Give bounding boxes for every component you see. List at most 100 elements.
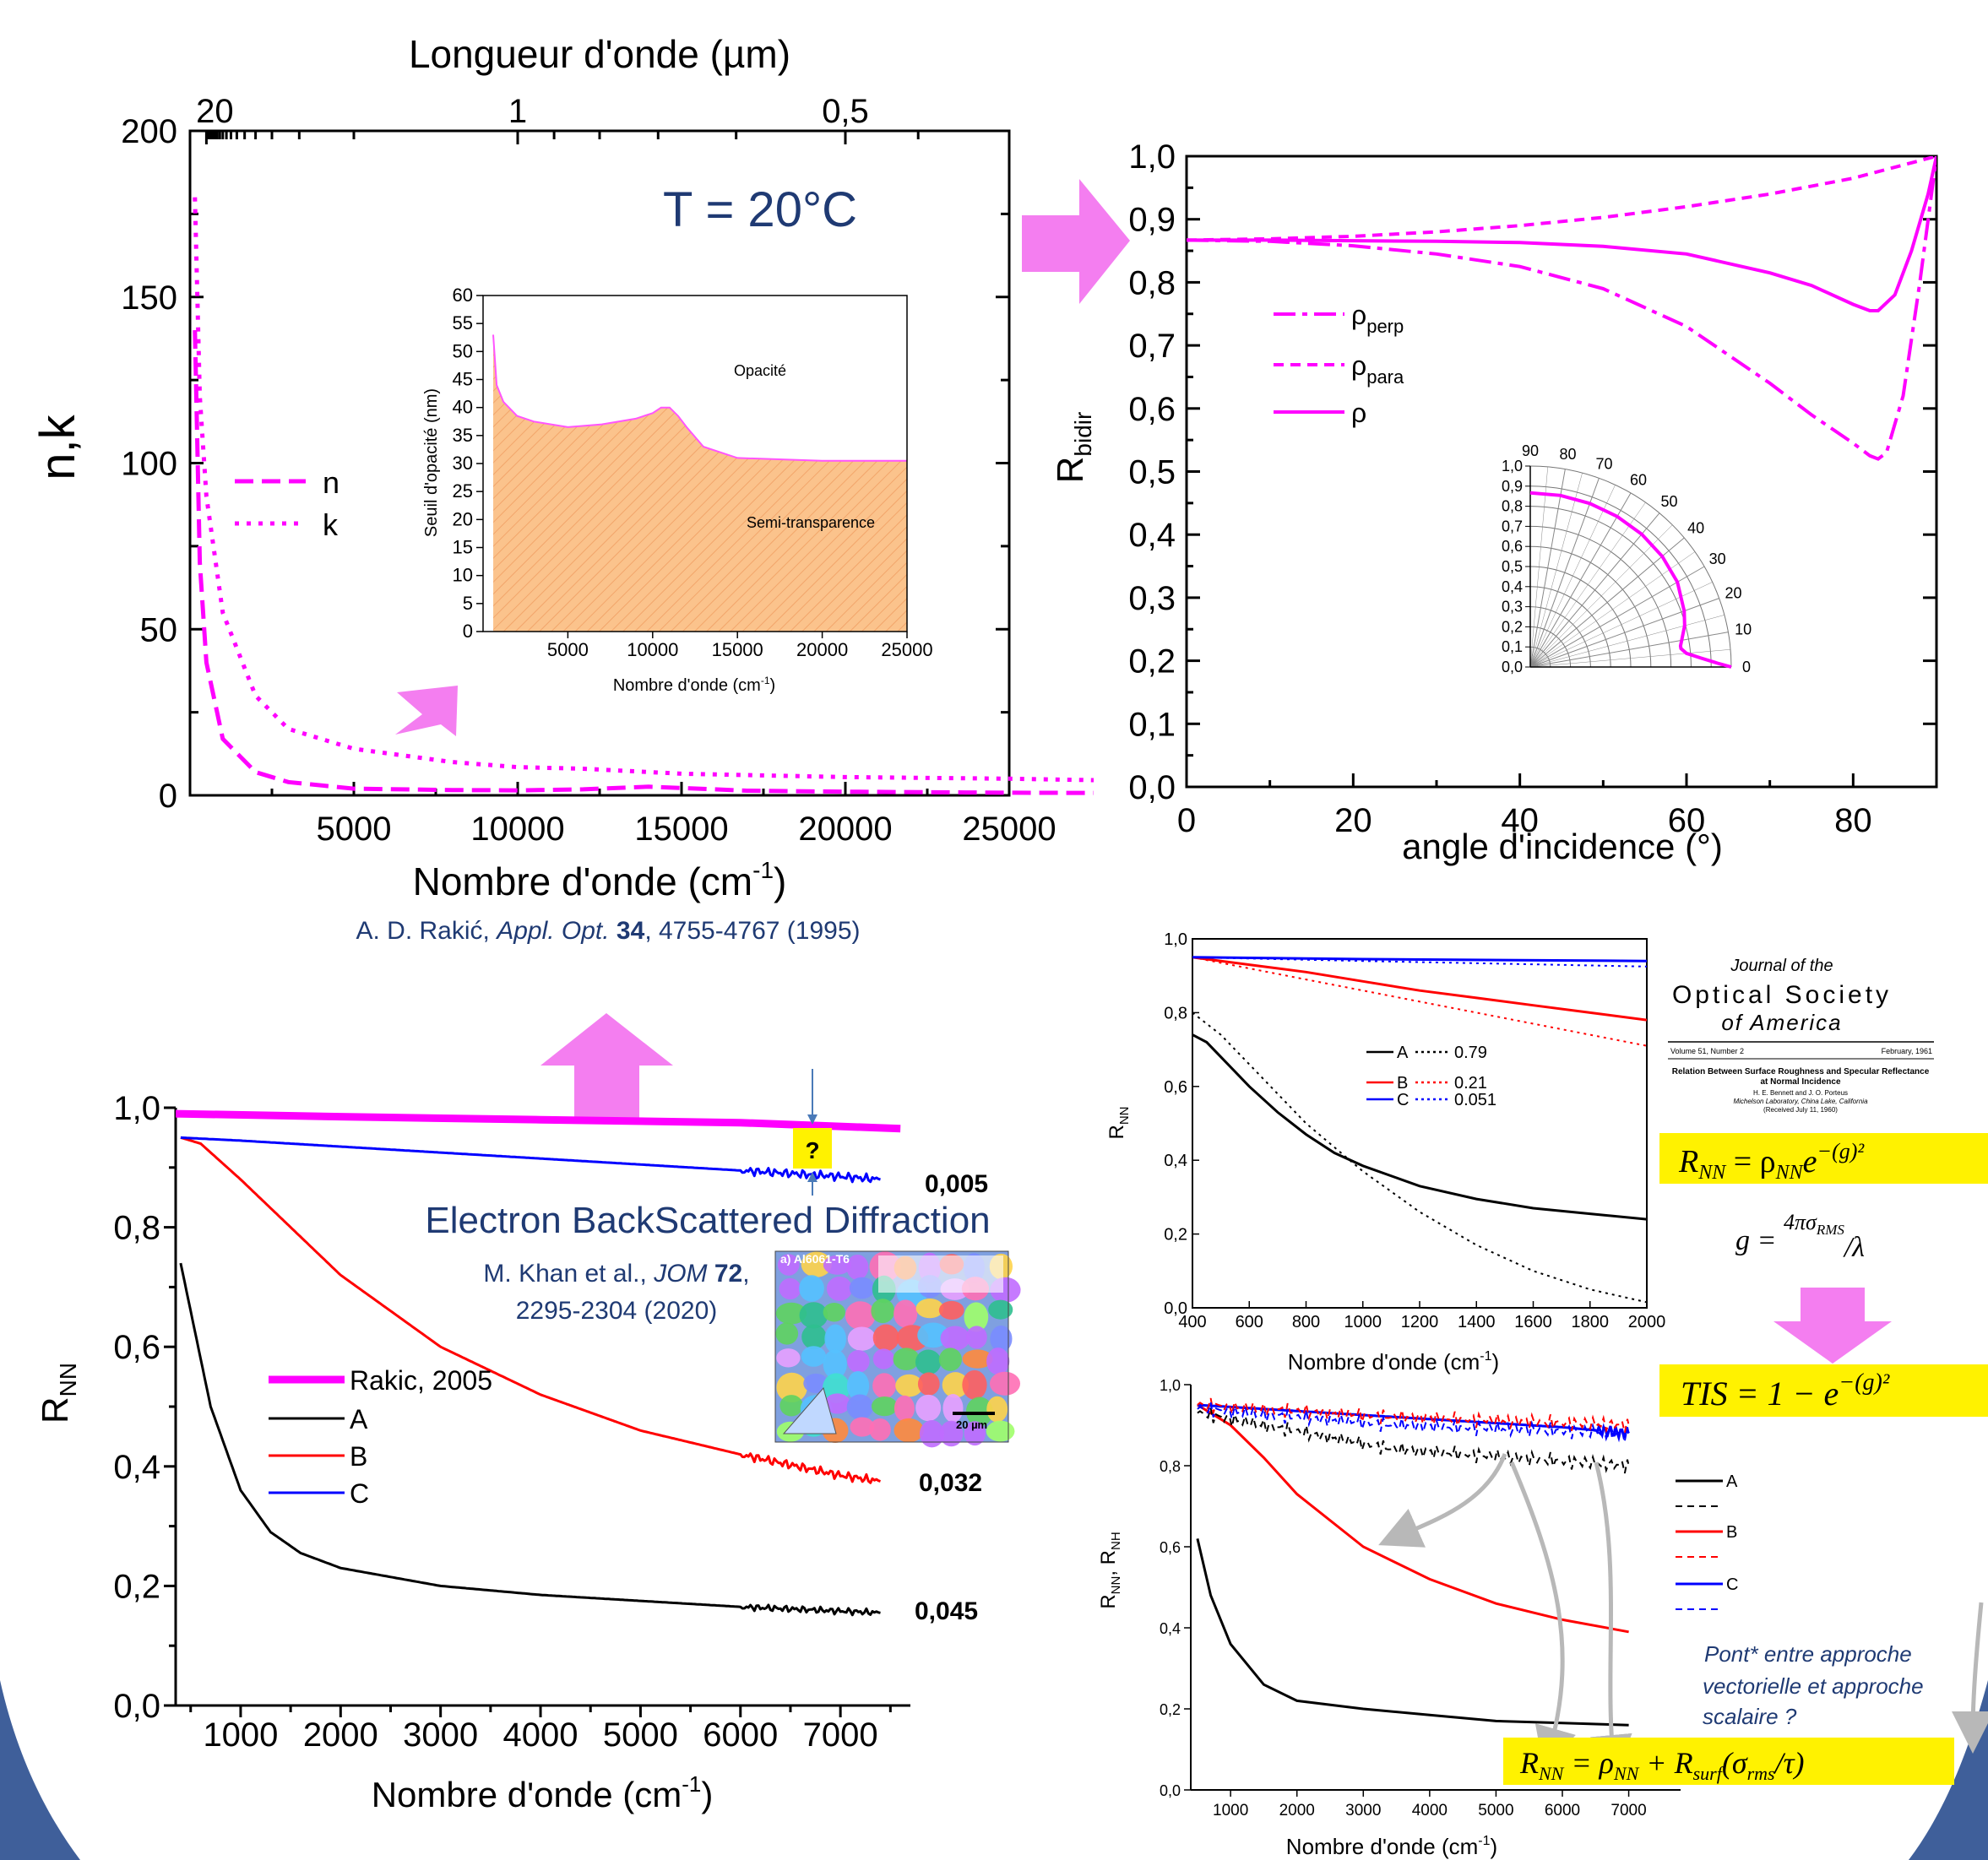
rnh-dashed-b: [1197, 1397, 1630, 1434]
inset-region-semi: Semi-transparence: [747, 514, 875, 531]
fit-legend-c-label: C: [1397, 1091, 1409, 1109]
nk-temperature: T = 20°C: [663, 182, 857, 237]
rnn-x-tick-label: 3000: [403, 1716, 478, 1754]
fit-x-tick-label: 1800: [1572, 1313, 1610, 1331]
rb-y-tick-label: 0,6: [1128, 391, 1176, 428]
polar-angle-label: 0: [1742, 659, 1751, 675]
ebsd-grain: [799, 1275, 824, 1302]
inset-y-tick-label: 25: [453, 480, 473, 502]
josa-received: (Received July 11, 1960): [1763, 1106, 1838, 1114]
josa-line3: of America: [1721, 1010, 1842, 1035]
rnn-fit-chart: 400 600 800 1000 1200 1400 1600 1800 2000 0,0 0,2…: [1105, 930, 1665, 1375]
ebsd-grain: [872, 1324, 899, 1352]
rnn-x-tick-label: 7000: [803, 1716, 878, 1754]
inset-y-tick-label: 20: [453, 508, 473, 529]
ebsd-ref-line2: 2295-2304 (2020): [516, 1297, 718, 1325]
ebsd-grain: [872, 1348, 894, 1369]
arrow-down: [1773, 1288, 1892, 1364]
rnh-x-ticks: 1000 2000 3000 4000 5000 6000 7000: [1213, 1790, 1647, 1819]
rnh-xlabel: Nombre d'onde (cm-1): [1286, 1834, 1497, 1859]
polar-spoke: [1529, 485, 1616, 668]
rb-y-tick-label: 0,3: [1128, 580, 1176, 617]
polar-reflectance-curve: [1529, 491, 1732, 669]
rnh-x-tick-label: 5000: [1478, 1802, 1513, 1819]
rb-legend: ρperp ρpara ρ: [1274, 300, 1404, 428]
ebsd-grain: [846, 1255, 869, 1280]
polar-radial-label: 0,0: [1502, 659, 1523, 675]
rnn-y-ticks: 0,0 0,2 0,4 0,6 0,8 1,0: [113, 1090, 176, 1725]
rb-y-tick-label: 0,0: [1128, 769, 1176, 806]
josa-header: Journal of the Optical Society of Americ…: [1668, 957, 1934, 1114]
rnh-x-tick-label: 7000: [1610, 1802, 1646, 1819]
josa-date: February, 1961: [1882, 1047, 1932, 1055]
fit-plot-frame: [1192, 938, 1648, 1309]
polar-spoke: [1529, 524, 1673, 668]
rnn-series-c: [180, 1136, 881, 1184]
question-arrow-top-head: [807, 1114, 817, 1125]
ebsd-scale-label: 20 µm: [956, 1418, 987, 1431]
rb-y-tick-label: 0,7: [1128, 328, 1176, 365]
ebsd-grain: [801, 1324, 827, 1350]
polar-spoke: [1529, 551, 1696, 668]
ebsd-grain: [965, 1396, 993, 1427]
ebsd-grain: [824, 1324, 847, 1354]
opacity-inset-chart: 5000 10000 15000 20000 25000 0 5 10 15 20 25 30 35 4…: [422, 285, 933, 695]
nk-legend: n k: [235, 465, 339, 542]
rnh-x-tick-label: 6000: [1545, 1802, 1580, 1819]
polar-spoke: [1529, 492, 1632, 668]
inset-x-tick-label: 20000: [796, 639, 848, 660]
nk-x-tick-label: 20000: [798, 811, 892, 848]
inset-x-tick-label: 10000: [627, 639, 678, 660]
rnh-ylabel: RNN, RNH: [1097, 1532, 1123, 1608]
fit-series: [1192, 956, 1647, 1304]
legend-rho-label: ρ: [1351, 398, 1366, 428]
ebsd-grain: [799, 1302, 828, 1329]
ebsd-grain: [871, 1396, 898, 1417]
polar-spoke: [1529, 537, 1685, 668]
ebsd-grain: [964, 1302, 989, 1332]
legend-n-label: n: [323, 465, 339, 500]
nk-y-tick-label: 50: [140, 611, 178, 648]
formula-tis-highlight: [1659, 1364, 1988, 1417]
polar-angle-label: 10: [1735, 621, 1752, 638]
inset-x-tick-label: 15000: [712, 639, 763, 660]
nk-x-tick-label: 10000: [470, 811, 564, 848]
nk-x-ticks: 5000 10000 15000 20000 25000: [270, 782, 1056, 848]
fit-x-tick-label: 1600: [1514, 1313, 1552, 1331]
arrow-up: [540, 1013, 673, 1121]
rb-ylabel: Rbidir: [1050, 412, 1096, 484]
rnn-legend: Rakic, 2005 A B C: [269, 1365, 492, 1509]
rnh-y-ticks: 0,0 0,2 0,4 0,6 0,8 1,0: [1160, 1377, 1191, 1799]
rnn-x-tick-label: 6000: [703, 1716, 778, 1754]
nk-ylabel: n,k: [30, 414, 85, 480]
inset-ylabel: Seuil d'opacité (nm): [422, 388, 441, 537]
nk-series: [193, 197, 1094, 795]
rb-series-perp: [1187, 156, 1936, 461]
grey-arrow-2: [1509, 1461, 1576, 1771]
polar-angle-label: 30: [1709, 550, 1726, 567]
ebsd-grain: [846, 1370, 870, 1401]
rnn-y-tick-label: 1,0: [113, 1090, 160, 1127]
polar-spoke: [1529, 512, 1660, 668]
legend-rakic-label: Rakic, 2005: [350, 1365, 492, 1396]
nk-x-tick-label: 5000: [317, 811, 392, 848]
polar-radial-label: 0,3: [1502, 599, 1523, 615]
ebsd-grain: [779, 1277, 801, 1300]
ebsd-grain: [775, 1302, 807, 1325]
ebsd-frame: [774, 1250, 1009, 1443]
ebsd-grain: [964, 1421, 986, 1446]
rbidir-chart: 0 20 40 60 80 0,0 0,1 0,2 0,3 0,4 0,5 0,6 0,7 0,8 0,9…: [1050, 138, 1938, 866]
polar-bg: [1530, 466, 1741, 669]
rb-y-tick-label: 0,4: [1128, 517, 1176, 554]
rb-series-para: [1187, 156, 1936, 242]
ebsd-grain: [823, 1255, 852, 1275]
rnn-x-tick-label: 1000: [203, 1716, 278, 1754]
josa-article-title2: at Normal Incidence: [1760, 1077, 1840, 1087]
rb-y-tick-label: 0,9: [1128, 202, 1176, 239]
ebsd-grain: [915, 1299, 944, 1319]
rnn-end-label-b: 0,032: [919, 1469, 982, 1497]
small-magenta-arrow: [395, 686, 458, 736]
fit-y-tick-label: 0,6: [1164, 1078, 1187, 1097]
ebsd-grain: [777, 1254, 800, 1276]
